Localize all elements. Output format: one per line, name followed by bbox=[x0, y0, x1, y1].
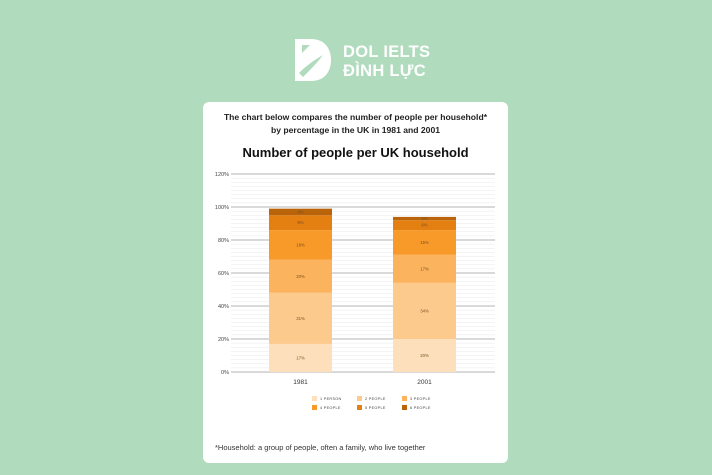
y-tick-label: 40% bbox=[218, 304, 229, 310]
y-tick-label: 80% bbox=[218, 238, 229, 244]
bar-data-label: 6% bbox=[421, 223, 427, 228]
card-title: The chart below compares the number of p… bbox=[203, 111, 508, 137]
bar-segment bbox=[393, 220, 456, 231]
legend-swatch bbox=[402, 396, 407, 401]
y-tick-label: 100% bbox=[215, 205, 229, 211]
card-title-line-1: The chart below compares the number of p… bbox=[223, 112, 488, 122]
bar-segment bbox=[393, 339, 456, 372]
bar-data-label: 17% bbox=[296, 355, 305, 360]
brand-line-2: ĐÌNH LỰC bbox=[343, 62, 426, 80]
legend-swatch bbox=[357, 405, 362, 410]
bar-data-label: 31% bbox=[296, 316, 305, 321]
brand-logo: DOL IELTS ĐÌNH LỰC bbox=[293, 37, 433, 83]
bar-data-label: 15% bbox=[420, 240, 429, 245]
bar-segment bbox=[269, 208, 332, 216]
bar-segment bbox=[393, 230, 456, 255]
bar-data-label: 20% bbox=[296, 274, 305, 279]
chart-title: Number of people per UK household bbox=[242, 145, 469, 160]
bar-segment bbox=[393, 282, 456, 339]
legend-swatch bbox=[312, 396, 317, 401]
y-tick-label: 20% bbox=[218, 337, 229, 343]
bar-segment bbox=[269, 259, 332, 293]
bar-segment bbox=[393, 216, 456, 221]
bar-data-label: 20% bbox=[420, 353, 429, 358]
legend-label: 5 PEOPLE bbox=[365, 406, 386, 410]
chart-card: The chart below compares the number of p… bbox=[203, 102, 508, 463]
bar-segment bbox=[269, 215, 332, 231]
bar-segment bbox=[269, 292, 332, 344]
stacked-bar-chart: 0% 20% 40% 60% 80% 100% 120% 17% 31% 20% 18% 9% 4% 19… bbox=[215, 172, 495, 410]
legend-label: 3 PEOPLE bbox=[410, 397, 431, 401]
legend-label: 4 PEOPLE bbox=[320, 406, 341, 410]
legend-swatch bbox=[357, 396, 362, 401]
legend-swatch bbox=[312, 405, 317, 410]
bar-data-label: 18% bbox=[296, 242, 305, 247]
bar-data-label: 4% bbox=[297, 209, 303, 214]
bar-data-label: 34% bbox=[420, 308, 429, 313]
y-tick-label: 0% bbox=[221, 370, 229, 376]
brand-line-1: DOL IELTS bbox=[343, 43, 431, 61]
legend-label: 6 PEOPLE bbox=[410, 406, 431, 410]
bar-segment bbox=[269, 230, 332, 260]
bar-segment bbox=[269, 343, 332, 372]
bar-data-label: 2% bbox=[421, 216, 427, 221]
legend-swatch bbox=[402, 405, 407, 410]
footnote: *Household: a group of people, often a f… bbox=[215, 443, 426, 452]
legend-label: 2 PEOPLE bbox=[365, 397, 386, 401]
bar-segment bbox=[393, 254, 456, 283]
legend-label: 1 PERSON bbox=[320, 397, 342, 401]
y-tick-label: 120% bbox=[215, 172, 229, 178]
brand-name: DOL IELTS ĐÌNH LỰC bbox=[343, 43, 430, 81]
bar-data-label: 9% bbox=[297, 220, 303, 225]
x-tick-label: 1981 bbox=[293, 379, 308, 386]
card-title-line-2: by percentage in the UK in 1981 and 2001 bbox=[270, 125, 441, 135]
x-tick-label: 2001 bbox=[417, 379, 432, 386]
bar-data-label: 17% bbox=[420, 266, 429, 271]
dol-logo-icon bbox=[295, 39, 331, 81]
y-tick-label: 60% bbox=[218, 271, 229, 277]
